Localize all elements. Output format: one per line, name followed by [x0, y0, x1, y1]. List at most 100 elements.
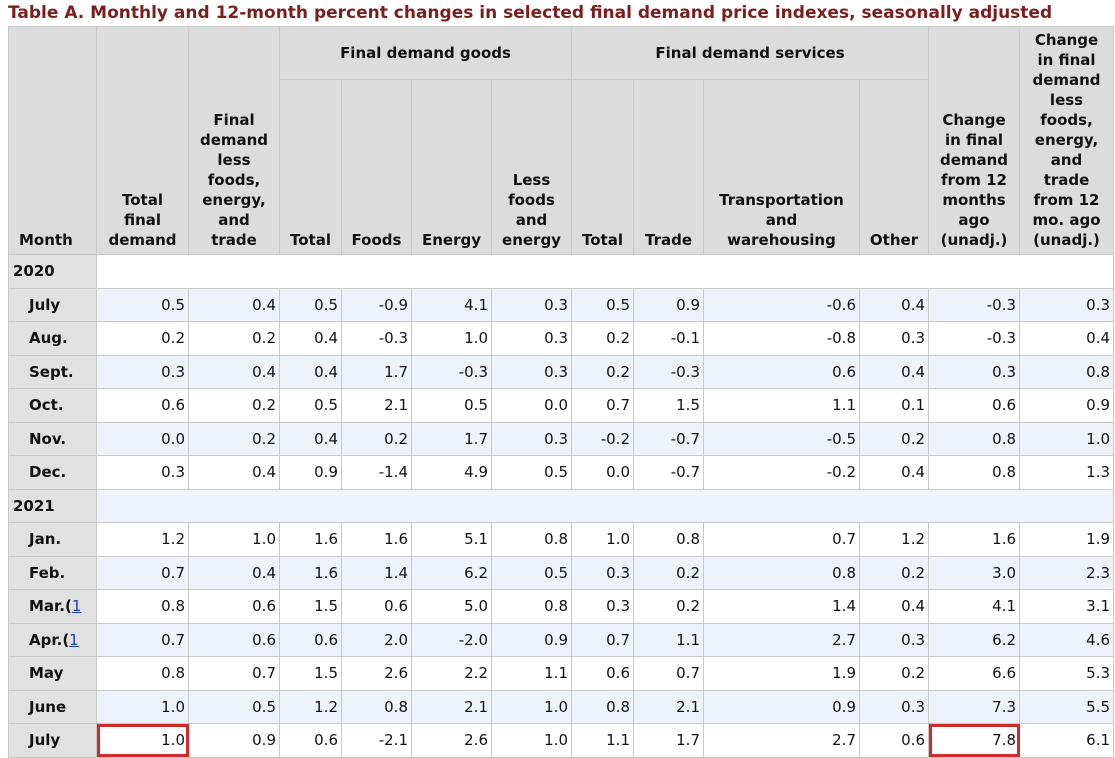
footnote-link[interactable]: 1 — [71, 597, 82, 616]
header-goods-less-foods-energy: Less foods and energy — [491, 79, 572, 255]
month-cell: Dec. — [8, 455, 97, 490]
value-goods-total: 1.5 — [279, 656, 342, 691]
footnote-link[interactable]: 1 — [69, 630, 79, 649]
value-services-trade: -0.1 — [633, 321, 704, 356]
header-line: warehousing — [727, 231, 836, 249]
value-services-transportation: -0.5 — [703, 421, 860, 456]
value-change-12-months-less: 0.8 — [1019, 354, 1115, 389]
header-line: from 12 — [1033, 191, 1100, 209]
value-change-12-months: 6.2 — [928, 622, 1021, 657]
value-goods-foods: 0.6 — [341, 589, 412, 624]
table-row: Apr.(1 0.7 0.6 0.6 2.0 -2.0 0.9 0.7 1.1 2.7 0.3 6.2… — [8, 622, 1115, 657]
value-goods-energy: 4.1 — [411, 287, 492, 322]
value-services-transportation: 0.9 — [703, 689, 860, 724]
value-change-12-months: -0.3 — [928, 287, 1021, 322]
header-goods-total: Total — [279, 79, 342, 255]
table-row: May 0.8 0.7 1.5 2.6 2.2 1.1 0.6 0.7 1.9 0.2 6.6 5.3 — [8, 656, 1115, 691]
value-services-total: 0.7 — [571, 388, 634, 423]
value-goods-energy: -2.0 — [411, 622, 492, 657]
value-total-final-demand: 0.0 — [96, 421, 189, 456]
value-services-other: 0.4 — [858, 589, 930, 624]
value-services-total: 1.0 — [571, 522, 634, 557]
value-goods-energy: 1.0 — [411, 321, 492, 356]
value-goods-less-fe: 0.3 — [491, 421, 572, 456]
value-services-other: 0.4 — [858, 354, 930, 389]
value-services-total: 0.3 — [571, 589, 634, 624]
value-services-total: 0.5 — [571, 287, 634, 322]
value-fd-less-fet: 0.6 — [188, 622, 280, 657]
value-services-other: 0.3 — [858, 622, 930, 657]
header-line: in final — [1037, 51, 1096, 69]
value-change-12-months: 0.8 — [928, 421, 1021, 456]
header-line: final — [123, 211, 162, 229]
month-cell: May — [8, 656, 97, 691]
year-label: 2021 — [8, 488, 97, 523]
header-change-12-months: Change in final demand from 12 months ago (una… — [928, 26, 1021, 255]
table-body: 2020 July 0.5 0.4 0.5 -0.9 4.1 0.3 0.5 0.9 -0.6 0.4… — [8, 254, 1115, 758]
value-services-total: 0.8 — [571, 689, 634, 724]
value-services-other: 0.6 — [858, 723, 930, 758]
value-goods-foods: -0.9 — [341, 287, 412, 322]
value-services-total: 0.0 — [571, 455, 634, 490]
header-change-12-months-less: Change in final demand less foods, energy, and… — [1019, 26, 1115, 255]
month-cell: Apr.(1 — [8, 622, 97, 657]
header-line: (unadj.) — [1033, 231, 1100, 249]
value-total-final-demand: 0.8 — [96, 589, 189, 624]
value-total-final-demand: 0.3 — [96, 455, 189, 490]
header-line: less — [217, 151, 251, 169]
value-services-trade: 0.8 — [633, 522, 704, 557]
value-services-other: 0.1 — [858, 388, 930, 423]
value-change-12-months: 0.6 — [928, 388, 1021, 423]
header-month: Month — [8, 26, 97, 255]
year-row-fill — [95, 254, 1115, 289]
value-goods-less-fe: 0.5 — [491, 455, 572, 490]
year-label: 2020 — [8, 254, 97, 289]
value-goods-energy: 1.7 — [411, 421, 492, 456]
value-goods-energy: 5.1 — [411, 522, 492, 557]
value-services-transportation: -0.8 — [703, 321, 860, 356]
year-row: 2021 — [8, 488, 1115, 523]
value-services-total: -0.2 — [571, 421, 634, 456]
value-goods-energy: 2.6 — [411, 723, 492, 758]
header-total-final-demand: Total final demand — [96, 26, 189, 255]
value-goods-foods: -1.4 — [341, 455, 412, 490]
header-line: Total — [122, 191, 163, 209]
value-change-12-months-less: 1.9 — [1019, 522, 1115, 557]
value-change-12-months-less: 6.1 — [1019, 723, 1115, 758]
month-cell: June — [8, 689, 97, 724]
header-goods-energy: Energy — [411, 79, 492, 255]
value-services-transportation: 1.9 — [703, 656, 860, 691]
month-cell: Nov. — [8, 421, 97, 456]
header-line: foods — [508, 191, 555, 209]
value-change-12-months: 7.3 — [928, 689, 1021, 724]
value-goods-less-fe: 0.5 — [491, 555, 572, 590]
value-services-total: 0.6 — [571, 656, 634, 691]
value-fd-less-fet: 0.2 — [188, 388, 280, 423]
header-line: Change — [1034, 31, 1099, 49]
header-goods-foods: Foods — [341, 79, 412, 255]
value-services-trade: 0.2 — [633, 589, 704, 624]
value-services-other: 0.4 — [858, 455, 930, 490]
value-total-final-demand: 1.2 — [96, 522, 189, 557]
header-group-final-demand-services: Final demand services — [570, 26, 930, 80]
value-services-other: 0.4 — [858, 287, 930, 322]
month-cell: Sept. — [8, 354, 97, 389]
month-cell: Jan. — [8, 522, 97, 557]
value-services-other: 0.2 — [858, 656, 930, 691]
value-services-trade: 1.5 — [633, 388, 704, 423]
table-row: Sept. 0.3 0.4 0.4 1.7 -0.3 0.3 0.2 -0.3 0.6 0.4 0.3… — [8, 354, 1115, 389]
value-change-12-months: 1.6 — [928, 522, 1021, 557]
table-row: Aug. 0.2 0.2 0.4 -0.3 1.0 0.3 0.2 -0.1 -0.8 0.3 -0.… — [8, 321, 1115, 356]
value-total-final-demand: 0.2 — [96, 321, 189, 356]
header-line: and — [1050, 151, 1083, 169]
value-goods-total: 1.2 — [279, 689, 342, 724]
value-services-trade: 1.7 — [633, 723, 704, 758]
value-services-transportation: 0.7 — [703, 522, 860, 557]
month-label: Jan. — [29, 530, 62, 549]
month-label: Nov. — [29, 429, 67, 448]
header-line: demand — [939, 151, 1009, 169]
header-line: demand — [108, 231, 177, 249]
value-services-transportation: 1.1 — [703, 388, 860, 423]
value-services-other: 0.2 — [858, 421, 930, 456]
header-line: trade — [211, 231, 257, 249]
